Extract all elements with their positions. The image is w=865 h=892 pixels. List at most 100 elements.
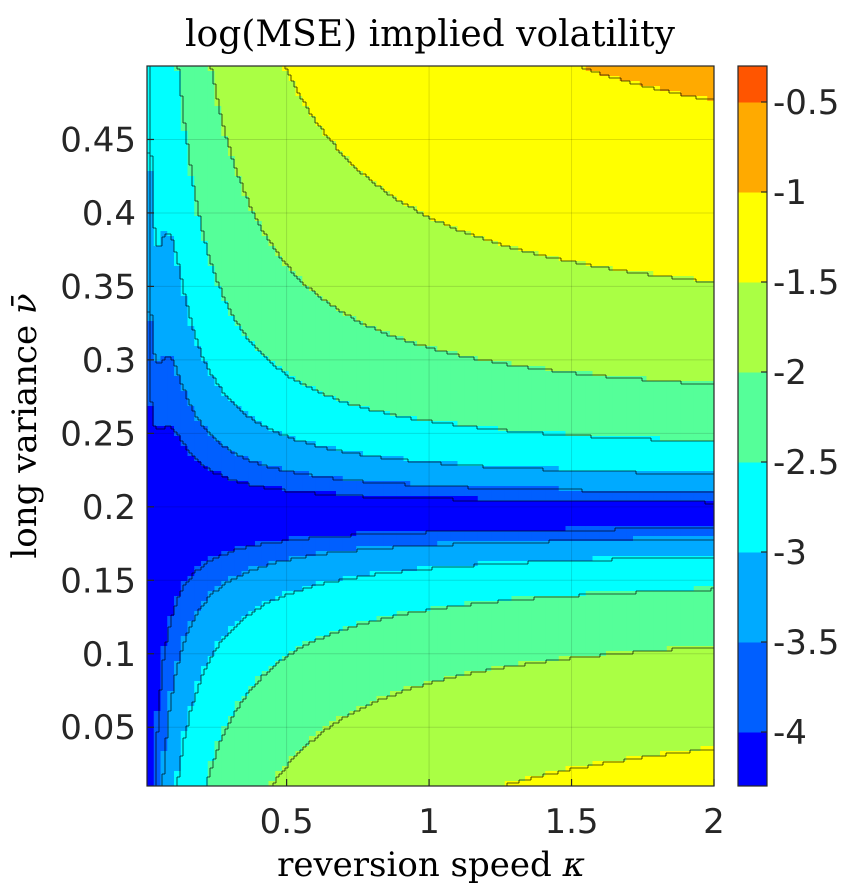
contour-cell (552, 131, 560, 137)
contour-cell (646, 266, 654, 272)
contour-cell (633, 341, 641, 347)
contour-cell (579, 216, 587, 222)
contour-cell (633, 356, 641, 362)
contour-cell (207, 196, 216, 202)
contour-cell (545, 316, 553, 322)
contour-cell (180, 226, 189, 232)
contour-cell (396, 316, 405, 322)
contour-cell (234, 331, 243, 337)
contour-cell (504, 186, 513, 192)
contour-cell (160, 121, 168, 127)
contour-cell (403, 286, 411, 292)
contour-cell (680, 181, 688, 187)
contour-cell (315, 131, 324, 137)
contour-cell (349, 161, 357, 167)
contour-cell (538, 191, 546, 197)
contour-cell (302, 356, 310, 362)
contour-cell (167, 81, 175, 87)
contour-cell (646, 141, 654, 147)
contour-cell (396, 141, 405, 147)
contour-cell (619, 191, 627, 197)
contour-cell (579, 196, 587, 202)
contour-cell (437, 241, 445, 247)
contour-cell (234, 271, 243, 277)
contour-cell (423, 186, 432, 192)
contour-cell (396, 146, 405, 152)
contour-cell (356, 161, 364, 167)
contour-cell (322, 231, 330, 237)
contour-cell (288, 191, 297, 197)
contour-cell (160, 281, 168, 287)
contour-cell (268, 241, 276, 247)
contour-cell (430, 106, 438, 112)
contour-cell (525, 306, 533, 312)
contour-cell (680, 331, 688, 337)
contour-cell (369, 336, 378, 342)
contour-cell (261, 121, 270, 127)
contour-cell (167, 76, 175, 82)
contour-cell (504, 181, 513, 187)
contour-cell (153, 271, 162, 277)
contour-cell (221, 251, 229, 257)
contour-cell (349, 356, 357, 362)
contour-cell (484, 186, 492, 192)
contour-cell (403, 161, 411, 167)
contour-cell (403, 71, 411, 77)
contour-cell (599, 296, 607, 302)
contour-cell (214, 116, 222, 122)
contour-cell (552, 356, 560, 362)
contour-cell (687, 181, 695, 187)
contour-cell (491, 301, 499, 307)
contour-cell (423, 246, 432, 252)
contour-cell (471, 71, 479, 77)
contour-cell (153, 351, 162, 357)
contour-cell (315, 341, 324, 347)
contour-cell (484, 326, 492, 332)
contour-cell (477, 166, 486, 172)
contour-cell (187, 311, 195, 317)
contour-cell (336, 326, 344, 332)
contour-cell (700, 281, 708, 287)
contour-cell (376, 321, 384, 327)
contour-cell (268, 156, 276, 162)
contour-cell (680, 111, 688, 117)
contour-cell (619, 71, 627, 77)
contour-cell (322, 241, 330, 247)
contour-cell (558, 226, 567, 232)
contour-cell (457, 221, 465, 227)
contour-cell (410, 311, 418, 317)
contour-cell (612, 136, 621, 142)
contour-cell (396, 306, 405, 312)
contour-cell (687, 226, 695, 232)
contour-cell (221, 246, 229, 252)
contour-cell (572, 231, 580, 237)
contour-cell (153, 201, 162, 207)
contour-cell (471, 141, 479, 147)
contour-cell (160, 111, 168, 117)
contour-cell (545, 111, 553, 117)
contour-cell (228, 306, 236, 312)
contour-cell (383, 201, 391, 207)
contour-cell (592, 321, 600, 327)
contour-cell (363, 186, 371, 192)
contour-cell (241, 336, 249, 342)
contour-cell (295, 116, 303, 122)
contour-cell (241, 351, 249, 357)
contour-cell (342, 326, 351, 332)
contour-cell (376, 331, 384, 337)
contour-cell (214, 136, 222, 142)
contour-cell (498, 121, 506, 127)
contour-cell (396, 271, 405, 277)
contour-cell (214, 161, 222, 167)
contour-cell (498, 316, 506, 322)
contour-cell (471, 126, 479, 132)
contour-cell (437, 226, 445, 232)
contour-cell (295, 181, 303, 187)
contour-cell (187, 261, 195, 267)
contour-cell (160, 91, 168, 97)
contour-cell (707, 176, 714, 182)
contour-cell (167, 256, 175, 262)
contour-cell (194, 261, 202, 267)
contour-cell (707, 166, 714, 172)
contour-cell (363, 236, 371, 242)
